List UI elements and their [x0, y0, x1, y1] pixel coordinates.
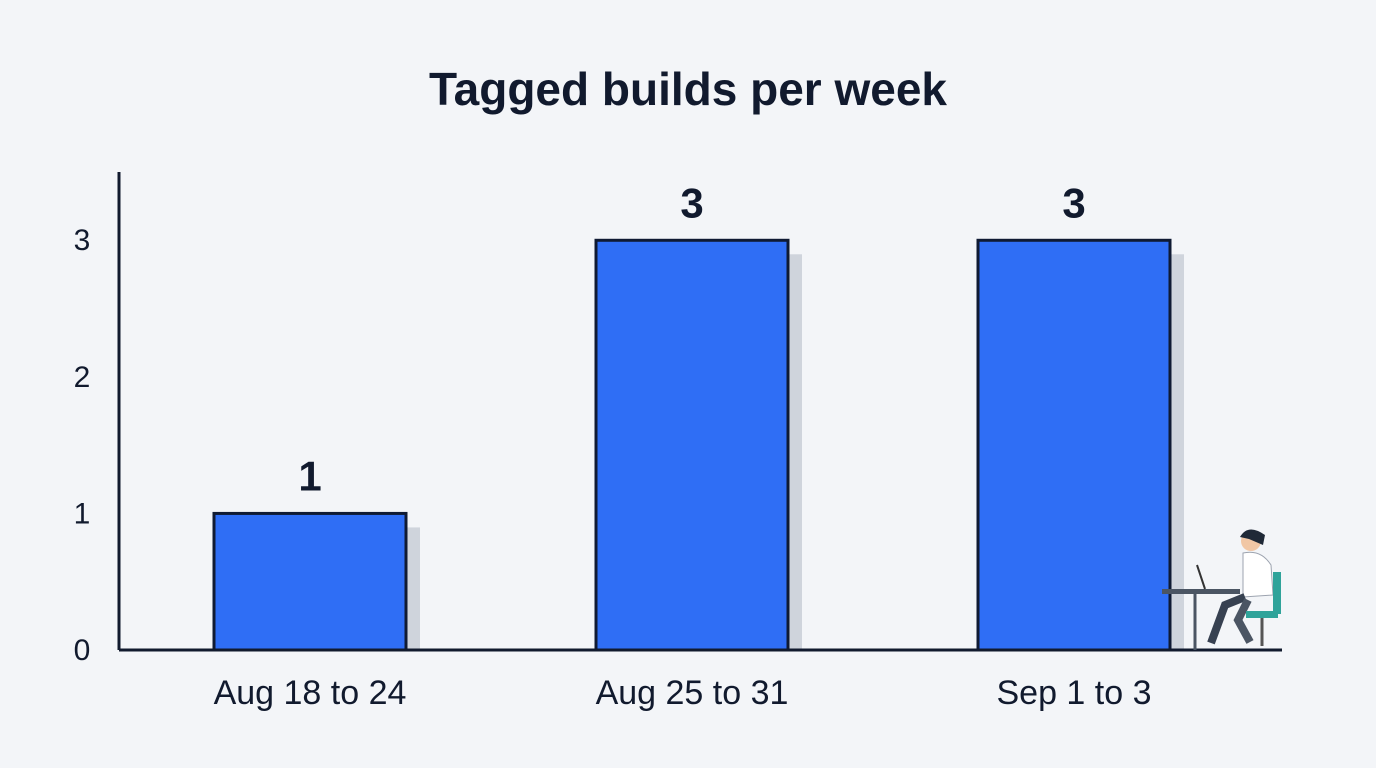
illustration: [1162, 529, 1281, 650]
y-tick-label: 1: [74, 497, 91, 530]
value-label: 3: [680, 179, 703, 226]
y-tick-label: 0: [74, 634, 91, 667]
chart-title: Tagged builds per week: [429, 63, 947, 115]
bar: [976, 238, 1172, 652]
y-tick-label: 2: [74, 361, 91, 394]
x-tick-label: Sep 1 to 3: [996, 674, 1151, 712]
x-tick-label: Aug 25 to 31: [596, 674, 789, 712]
bar: [212, 511, 408, 652]
y-tick-label: 3: [74, 224, 91, 257]
bar: [594, 238, 790, 652]
value-label: 1: [298, 453, 321, 500]
value-label: 3: [1062, 179, 1085, 226]
x-tick-label: Aug 18 to 24: [214, 674, 407, 712]
